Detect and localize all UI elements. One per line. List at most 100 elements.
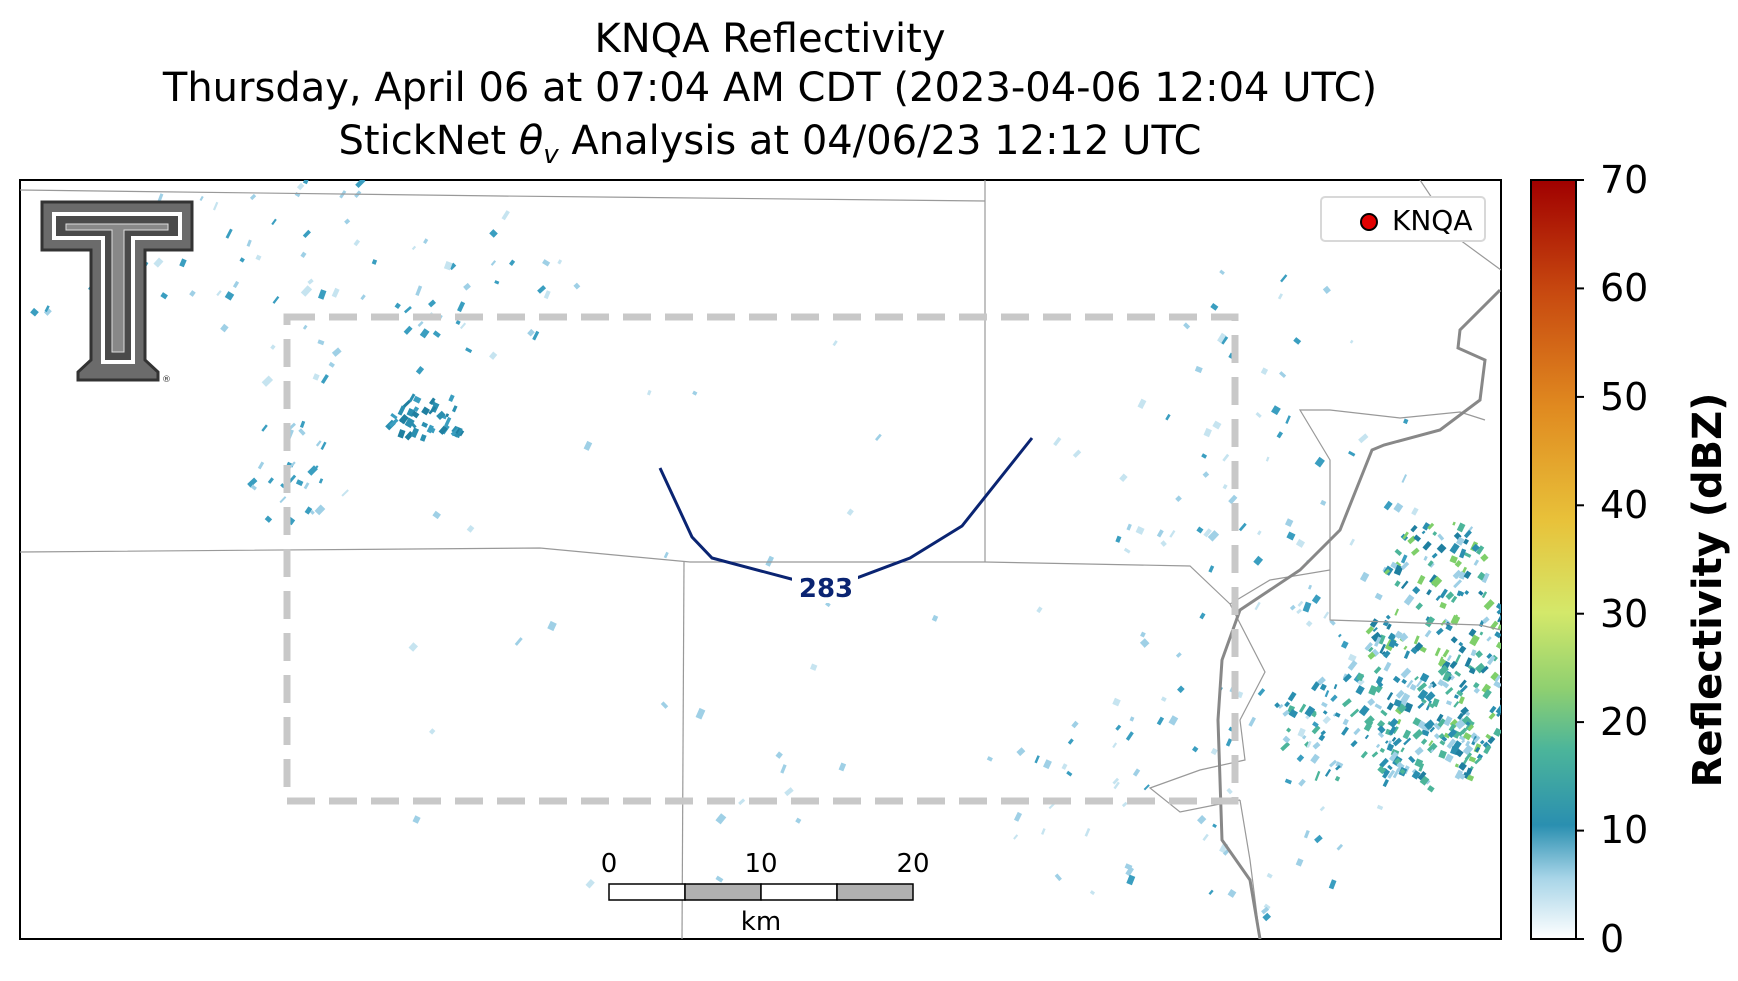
echo-pixel [1438,749,1447,759]
echo-pixel [267,477,274,484]
echo-pixel [1053,436,1062,447]
echo-pixel [1463,570,1472,580]
echo-pixel [1262,912,1272,922]
echo-pixel [1318,734,1326,742]
echo-pixel [411,410,420,419]
echo-pixel [1396,718,1402,725]
echo-pixel [1372,627,1378,633]
echo-pixel [1255,411,1262,419]
echo-pixel [1296,754,1305,763]
echo-pixel [1374,636,1382,647]
echo-pixel [775,751,783,759]
echo-pixel [1460,706,1470,716]
echo-pixel [397,429,406,439]
echo-pixel [1123,547,1131,554]
echo-pixel [466,524,475,533]
colorbar-tick: 50 [1600,375,1649,419]
echo-pixel [317,289,327,300]
echo-pixel [1197,815,1207,825]
echo-pixel [1254,601,1261,611]
echo-pixel [1266,872,1273,879]
echo-pixel [303,482,310,490]
echo-pixel [1349,339,1354,344]
echo-pixel [1473,735,1481,744]
echo-pixel [1298,703,1307,713]
echo-pixel [1183,322,1191,330]
echo-pixel [1348,450,1356,457]
echo-pixel [1476,753,1484,760]
echo-pixel [1387,632,1397,642]
echo-pixel [1302,735,1307,740]
echo-pixel [557,259,563,265]
echo-pixel [417,321,424,327]
echo-pixel [398,414,409,425]
echo-pixel [1412,586,1421,595]
echo-pixel [1194,365,1203,374]
echo-pixel [1323,611,1330,619]
echo-pixel [1382,650,1391,659]
echo-pixel [310,465,319,474]
echo-pixel [1377,765,1386,775]
echo-pixel [1437,718,1446,728]
echo-pixel [371,259,378,265]
echo-pixel [1487,735,1496,745]
echo-pixel [428,299,437,308]
echo-pixel [1061,763,1068,770]
colorbar-tick: 0 [1600,917,1625,961]
echo-pixel [1417,574,1426,585]
echo-pixel [1356,672,1365,682]
echo-pixel [408,642,419,652]
echo-pixel [1410,547,1420,556]
echo-pixel [1132,768,1141,777]
echo-pixel [1394,548,1403,556]
echo-pixel [1459,548,1467,559]
echo-pixel [1360,750,1368,759]
echo-pixel [1446,738,1457,749]
echo-pixel [246,239,252,247]
echo-pixel [1342,718,1349,726]
echo-pixel [1349,708,1360,718]
echo-pixel [307,278,314,285]
echo-pixel [1248,716,1256,727]
echo-pixel [1342,673,1352,683]
echo-pixel [249,193,257,201]
echo-pixel [1320,499,1327,506]
echo-pixel [1481,591,1488,599]
echo-pixel [573,282,581,290]
colorbar-title: Reflectivity (dBZ) [1685,392,1731,788]
echo-pixel [1156,529,1164,538]
echo-pixel [279,496,287,504]
echo-pixel [1469,634,1480,647]
echo-pixel [1408,755,1416,764]
echo-pixel [1036,606,1043,614]
echo-pixel [320,374,329,384]
echo-pixel [1412,717,1422,727]
echo-pixel [1395,689,1405,699]
echo-pixel [1314,834,1323,844]
echo-pixel [432,330,441,338]
echo-pixel [1442,648,1450,658]
echo-pixel [1388,718,1399,728]
echo-pixel [1296,608,1302,615]
echo-pixel [1426,589,1432,596]
echo-pixel [1353,727,1361,736]
echo-pixel [1261,906,1270,915]
echo-pixel [1414,758,1424,768]
echo-pixel [1480,553,1489,562]
echo-pixel [1199,612,1206,620]
echo-pixel [432,510,441,520]
echo-pixel [1219,269,1225,276]
echo-pixel [1458,696,1465,705]
echo-pixel [1437,533,1445,541]
echo-pixel [1191,745,1199,753]
echo-pixel [457,301,466,313]
echo-pixel [1124,863,1133,871]
echo-pixel [1293,337,1302,345]
colorbar-tick: 70 [1600,158,1649,202]
echo-pixel [1453,701,1460,708]
analysis-domain-box [283,313,1239,805]
echo-pixel [232,280,240,289]
radar-site-marker-icon [1360,213,1378,231]
echo-pixel [1126,523,1132,531]
echo-pixel [1483,599,1495,611]
